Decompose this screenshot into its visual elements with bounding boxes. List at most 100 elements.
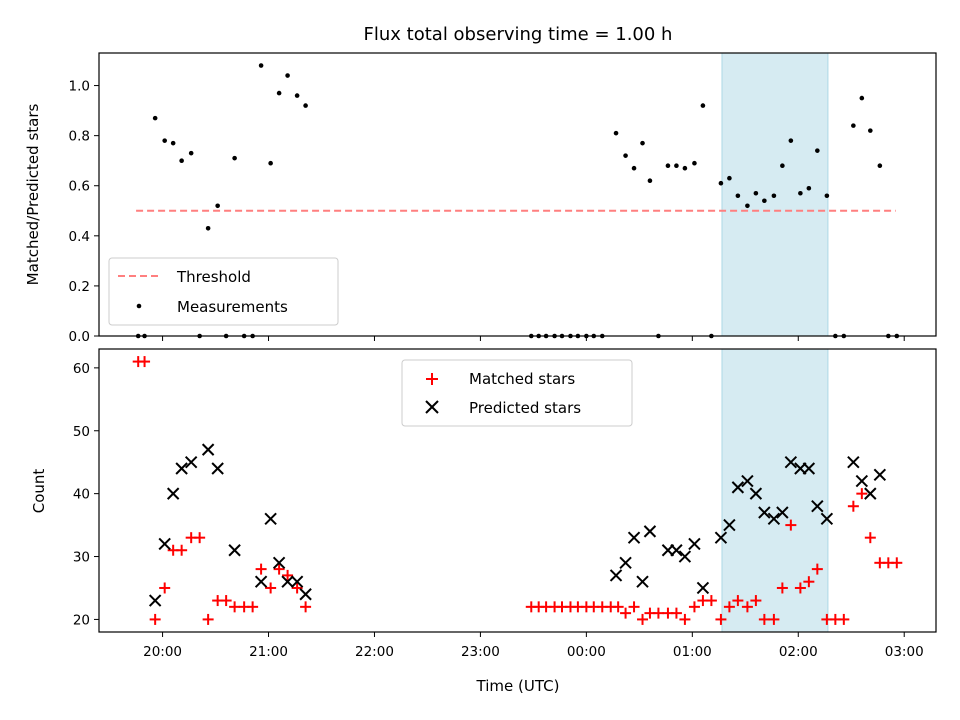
bottom-legend-box (401, 359, 633, 427)
matched-star-point (776, 582, 788, 594)
predicted-x-b (723, 518, 736, 532)
measurement-point (205, 226, 211, 231)
predicted-x-b (254, 575, 268, 588)
measurement-point (735, 193, 741, 199)
predicted-x-b (158, 537, 171, 551)
bottom-legend: Matched stars Predicted stars (401, 359, 633, 427)
x-tick-label: 00:00 (567, 644, 606, 660)
predicted-x-b (290, 575, 304, 588)
measurement-point (877, 163, 883, 168)
matched-star-point (864, 532, 876, 544)
y-tick-label: 1.0 (69, 79, 90, 95)
predicted-x-b (175, 462, 188, 475)
predicted-x-b (636, 575, 649, 588)
predicted-star-point (636, 575, 649, 588)
measurement-point (294, 93, 300, 98)
predicted-x-b (619, 556, 632, 570)
matched-star-point (265, 582, 277, 594)
measurement-point (179, 158, 184, 163)
matched-star-point (847, 500, 859, 512)
measurement-point (276, 90, 282, 96)
measurement-point (674, 163, 679, 168)
measurement-point (806, 185, 812, 191)
predicted-x-b (228, 544, 241, 557)
x-tick-label: 01:00 (673, 644, 712, 660)
matched-star-point (856, 488, 868, 500)
predicted-x-b (272, 556, 286, 570)
predicted-x-b (643, 525, 657, 538)
bottom-plot-frame (98, 348, 937, 633)
x-tick-label: 02:00 (779, 644, 818, 660)
matched-star-point (247, 601, 259, 613)
x-tick-label: 23:00 (461, 644, 500, 660)
predicted-star-point (264, 512, 277, 526)
measurement-point (640, 140, 645, 146)
predicted-star-point (272, 556, 286, 570)
matched-star-point (768, 613, 780, 625)
predicted-x-b (609, 569, 623, 582)
measurement-point (780, 163, 785, 168)
matched-star-point (732, 595, 744, 607)
x-tick-label: 20:00 (143, 644, 182, 660)
legend-predicted-swatch (425, 400, 439, 414)
predicted-x-b (776, 506, 789, 519)
predicted-x-b (678, 550, 692, 563)
matched-star-point (715, 613, 727, 625)
predicted-star-point (749, 487, 763, 500)
matched-star-point (273, 563, 285, 575)
matched-star-point (652, 607, 664, 619)
predicted-x-b (696, 581, 710, 595)
y-tick-label: 60 (73, 361, 90, 377)
measurement-point (788, 138, 794, 143)
predicted-x-b (201, 443, 215, 456)
top-panel: Flux total observing time = 1.00 h 0.00.… (24, 24, 937, 345)
measurement-point (613, 130, 619, 136)
predicted-star-point (299, 588, 312, 601)
predicted-x-b (184, 455, 198, 469)
measurement-point (647, 178, 653, 184)
predicted-star-point (784, 455, 798, 469)
matched-star-point (803, 576, 815, 588)
measurement-point (868, 128, 873, 133)
matched-star-point (637, 613, 649, 625)
matched-star-point (670, 607, 682, 619)
predicted-x-b (873, 468, 887, 481)
matched-star-point (838, 613, 850, 625)
predicted-x-b (627, 531, 641, 544)
matched-star-point (139, 356, 151, 368)
predicted-star-point (767, 512, 781, 526)
measurement-point (170, 140, 176, 146)
top-legend-box (108, 257, 339, 326)
predicted-x-b (864, 487, 877, 500)
matched-star-point (705, 595, 717, 607)
measurement-point (258, 63, 264, 68)
matched-star-point (785, 519, 797, 531)
predicted-star-point (228, 544, 241, 557)
top-chart-title: Flux total observing time = 1.00 h (364, 24, 673, 45)
predicted-star-point (741, 474, 754, 488)
matched-star-point (159, 582, 171, 594)
predicted-star-point (619, 556, 632, 570)
top-plot-frame (98, 52, 937, 337)
matched-star-point (750, 595, 762, 607)
predicted-x-b (811, 500, 824, 513)
predicted-x-b (758, 506, 771, 519)
measurement-point (665, 163, 671, 168)
predicted-x-b (688, 537, 701, 551)
measurement-point (188, 150, 194, 156)
matched-star-point (229, 601, 241, 613)
predicted-star-point (873, 468, 887, 481)
measurement-point (152, 115, 158, 121)
bottom-y-axis-label: Count (30, 469, 48, 514)
predicted-x-b (784, 455, 798, 469)
legend-measurements-label: Measurements (177, 298, 288, 316)
measurement-point (682, 165, 688, 171)
predicted-star-point (290, 575, 304, 588)
measurement-point (753, 190, 759, 196)
measurement-point (745, 203, 750, 209)
bottom-x-axis-label: Time (UTC) (476, 677, 560, 695)
predicted-x-b (281, 575, 294, 588)
predicted-x-b (166, 487, 180, 500)
predicted-x-b (211, 462, 224, 475)
